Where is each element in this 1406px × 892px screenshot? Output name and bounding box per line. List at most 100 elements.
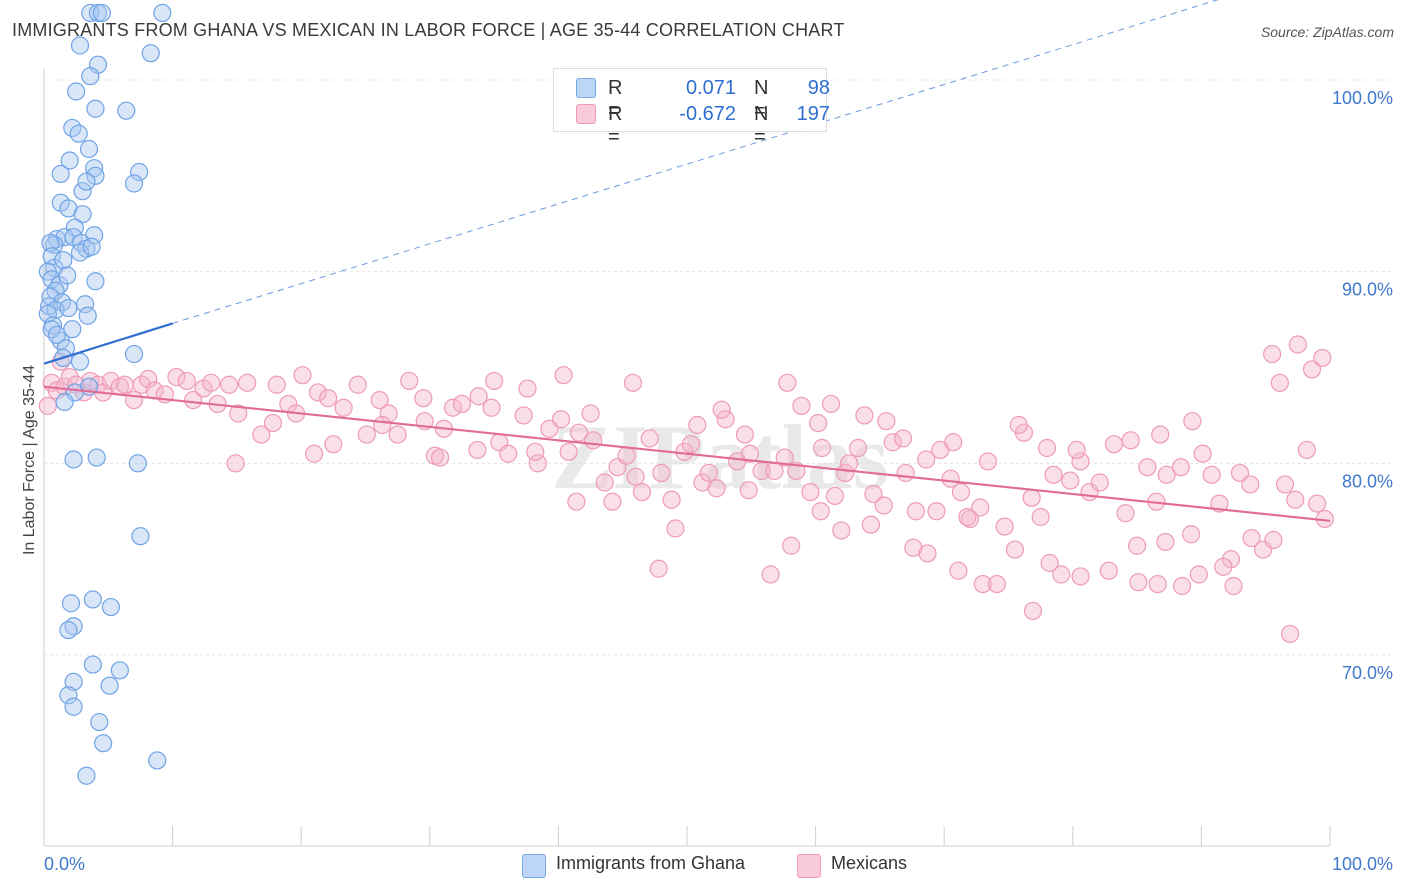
ghana-point — [92, 3, 111, 23]
mexicans-point — [370, 390, 389, 410]
mexicans-point — [1157, 465, 1176, 484]
ghana-point — [86, 166, 105, 185]
mexicans-point — [226, 454, 245, 473]
mexicans-point — [1264, 530, 1283, 550]
ghana-point — [64, 672, 83, 691]
mexicans-point — [554, 366, 573, 385]
ghana-point — [86, 272, 105, 291]
mexicans-point — [324, 435, 343, 454]
mexicans-point — [896, 463, 915, 483]
gridlines — [44, 79, 1392, 656]
mexicans-point — [623, 373, 643, 392]
ghana-point — [88, 3, 108, 23]
ghana-point — [117, 101, 136, 120]
mexicans-point — [452, 394, 472, 414]
mexicans-point — [811, 502, 830, 521]
mexicans-point — [1090, 473, 1109, 492]
mexicans-point — [958, 507, 977, 527]
mexicans-point — [787, 461, 806, 481]
series-ghana — [38, 3, 172, 785]
y-tick-label: 90.0% — [1342, 280, 1393, 300]
mexicans-point — [603, 492, 622, 511]
mexicans-point — [877, 412, 896, 431]
ghana-point — [69, 124, 88, 143]
mexicans-point — [626, 467, 645, 486]
mexicans-point — [973, 574, 992, 594]
y-tick-labels: 100.0% 90.0% 80.0% 70.0% — [1332, 88, 1393, 683]
mexicans-point — [229, 404, 248, 423]
mexicans-point — [430, 448, 450, 467]
ghana-point — [86, 99, 105, 118]
mexicans-point — [319, 389, 338, 408]
mexicans-point — [1308, 494, 1327, 513]
mexicans-point — [1127, 536, 1147, 555]
legend-r-label: R = — [608, 103, 623, 148]
legend-r-label: R = — [608, 77, 623, 122]
ghana-point — [47, 325, 66, 345]
mexicans-point — [649, 559, 668, 578]
ghana-point — [42, 247, 61, 266]
mexicans-point — [551, 410, 571, 429]
mexicans-point — [1099, 561, 1118, 580]
y-axis-label: In Labor Force | Age 35-44 — [21, 365, 38, 555]
mexicans-point — [468, 440, 487, 460]
mexicans-point — [1182, 525, 1201, 544]
mexicans-point — [584, 431, 603, 450]
ghana-point — [85, 159, 104, 178]
ghana-point — [128, 454, 147, 473]
mexicans-point — [1183, 412, 1202, 431]
mexicans-point — [1241, 475, 1260, 494]
ghana-point — [110, 661, 129, 680]
mexicans-point — [514, 406, 533, 425]
mexicans-point — [101, 371, 120, 391]
mexicans-point — [778, 373, 797, 392]
mexicans-point — [38, 396, 57, 415]
ghana-point — [64, 697, 83, 716]
mexicans-point — [1193, 444, 1212, 463]
ghana-point — [90, 712, 109, 732]
mexicans-point — [1129, 573, 1148, 592]
mexicans-point — [987, 574, 1007, 594]
mexicans-point — [184, 390, 203, 410]
ghana-point — [78, 306, 97, 325]
mexicans-point — [1297, 440, 1316, 460]
source-label: Source: ZipAtlas.com — [1260, 24, 1394, 40]
ghana-point — [148, 751, 167, 770]
mexicans-point — [775, 448, 794, 467]
ghana-point — [83, 590, 102, 609]
ghana-point — [82, 237, 101, 256]
mexicans-point — [1156, 532, 1175, 552]
ghana-point — [76, 295, 95, 314]
ghana-trend-extension — [172, 0, 1219, 324]
mexicans-point — [906, 502, 926, 521]
ghana-point — [64, 450, 83, 469]
ghana-point — [124, 344, 144, 364]
mexicans-point — [978, 452, 998, 471]
mexicans-point — [177, 371, 196, 391]
mexicans-point — [1044, 465, 1063, 484]
mexicans-point — [640, 429, 659, 448]
ghana-point — [59, 298, 78, 318]
mexicans-point — [1270, 373, 1289, 392]
mexicans-point — [821, 394, 841, 414]
mexicans-point — [373, 415, 392, 435]
mexicans-point — [739, 481, 758, 500]
mexicans-point — [782, 536, 801, 555]
ghana-point — [58, 266, 77, 285]
ghana-point — [41, 233, 60, 253]
mexicans-point — [400, 371, 419, 391]
mexicans-point — [238, 373, 257, 392]
mexicans-point — [761, 565, 780, 584]
mexicans-point — [1052, 565, 1071, 584]
ghana-point — [101, 597, 120, 617]
ghana-trend-line — [43, 322, 173, 365]
mexicans-point — [662, 490, 681, 509]
y-tick-label: 80.0% — [1342, 471, 1393, 491]
legend-n-label: N = — [754, 103, 769, 148]
mexicans-point — [304, 444, 324, 463]
mexicans-point — [124, 390, 144, 410]
mexicans-point — [1281, 624, 1300, 644]
mexicans-point — [1313, 348, 1332, 368]
ghana-point — [41, 287, 60, 306]
ghana-point — [77, 766, 96, 785]
